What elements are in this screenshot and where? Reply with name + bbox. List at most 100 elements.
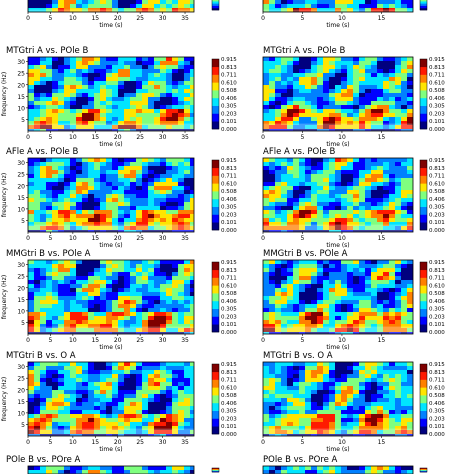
coherence-cell <box>287 77 294 82</box>
coherence-cell <box>335 81 342 86</box>
coherence-cell <box>311 89 318 94</box>
coherence-cell <box>70 370 77 375</box>
coherence-cell <box>190 166 194 171</box>
coherence-cell <box>100 81 107 86</box>
coherence-cell <box>383 422 390 427</box>
coherence-cell <box>317 398 324 403</box>
coherence-cell <box>70 4 77 9</box>
coherence-cell <box>46 374 53 379</box>
coherence-cell <box>178 81 185 86</box>
coherence-cell <box>154 170 161 175</box>
coherence-cell <box>311 190 318 195</box>
coherence-cell <box>88 178 95 183</box>
coherence-cell <box>124 190 131 195</box>
coherence-cell <box>317 178 324 183</box>
coherence-cell <box>118 470 125 474</box>
coherence-cell <box>154 320 161 325</box>
coherence-cell <box>88 366 95 371</box>
coherence-cell <box>359 214 366 219</box>
coherence-cell <box>34 328 41 333</box>
coherence-cell <box>34 418 41 423</box>
coherence-cell <box>269 378 276 383</box>
colorbar-swatch <box>212 300 219 309</box>
coherence-cell <box>172 206 179 211</box>
coherence-cell <box>142 170 149 175</box>
coherence-cell <box>383 304 390 309</box>
coherence-cell <box>335 304 342 309</box>
cone-of-influence <box>263 326 413 334</box>
coherence-cell <box>190 214 194 219</box>
coherence-cell <box>88 386 95 391</box>
coherence-cell <box>46 382 53 387</box>
coherence-cell <box>46 186 53 191</box>
coherence-cell <box>70 378 77 383</box>
coherence-cell <box>64 170 71 175</box>
coherence-cell <box>70 190 77 195</box>
coherence-cell <box>389 386 396 391</box>
coherence-cell <box>317 210 324 215</box>
coherence-cell <box>52 418 59 423</box>
coherence-cell <box>407 328 413 333</box>
coherence-cell <box>269 166 276 171</box>
coherence-cell <box>166 117 173 122</box>
coherence-cell <box>160 374 167 379</box>
coherence-cell <box>365 402 372 407</box>
coherence-cell <box>64 4 71 9</box>
coherence-cell <box>106 186 113 191</box>
coherence-cell <box>299 434 306 436</box>
coherence-cell <box>263 284 270 289</box>
coherence-cell <box>166 260 173 265</box>
coherence-cell <box>184 328 191 333</box>
coherence-cell <box>34 324 41 329</box>
coherence-cell <box>184 57 191 62</box>
coherence-cell <box>142 194 149 199</box>
coherence-cell <box>323 166 330 171</box>
coherence-cell <box>365 190 372 195</box>
colorbar-tick-label: 0.305 <box>429 409 445 415</box>
coherence-cell <box>269 198 276 203</box>
coherence-cell <box>64 288 71 293</box>
coherence-cell <box>124 81 131 86</box>
colorbar <box>419 467 428 473</box>
coherence-cell <box>329 378 336 383</box>
coherence-cell <box>395 418 402 423</box>
coherence-cell <box>172 466 179 471</box>
coherence-cell <box>28 230 35 232</box>
coherence-cell <box>323 218 330 223</box>
coherence-cell <box>365 332 372 334</box>
coherence-cell <box>281 65 288 70</box>
coherence-cell <box>347 280 354 285</box>
coherence-cell <box>407 178 413 183</box>
coherence-cell <box>28 398 35 403</box>
coherence-cell <box>293 194 300 199</box>
coherence-cell <box>178 0 185 5</box>
coherence-cell <box>112 332 119 334</box>
coherence-cell <box>401 332 408 334</box>
coherence-cell <box>40 105 47 110</box>
coherence-cell <box>178 296 185 301</box>
coherence-cell <box>46 466 53 471</box>
coherence-cell <box>142 272 149 277</box>
coherence-cell <box>178 300 185 305</box>
coherence-cell <box>281 4 288 9</box>
coherence-cell <box>28 280 35 285</box>
coherence-cell <box>154 117 161 122</box>
coherence-cell <box>76 101 83 106</box>
coherence-cell <box>311 109 318 114</box>
coherence-cell <box>178 398 185 403</box>
coherence-cell <box>281 73 288 78</box>
coherence-cell <box>58 129 65 131</box>
coherence-cell <box>52 264 59 269</box>
coherence-cell <box>112 362 119 367</box>
coherence-cell <box>359 178 366 183</box>
coherence-cell <box>365 125 372 130</box>
coherence-cell <box>82 466 89 471</box>
coherence-cell <box>64 470 71 474</box>
coherence-cell <box>401 214 408 219</box>
coherence-cell <box>88 0 95 5</box>
coherence-cell <box>40 198 47 203</box>
coherence-cell <box>34 406 41 411</box>
coherence-cell <box>46 65 53 70</box>
coherence-cell <box>124 268 131 273</box>
coherence-cell <box>160 272 167 277</box>
